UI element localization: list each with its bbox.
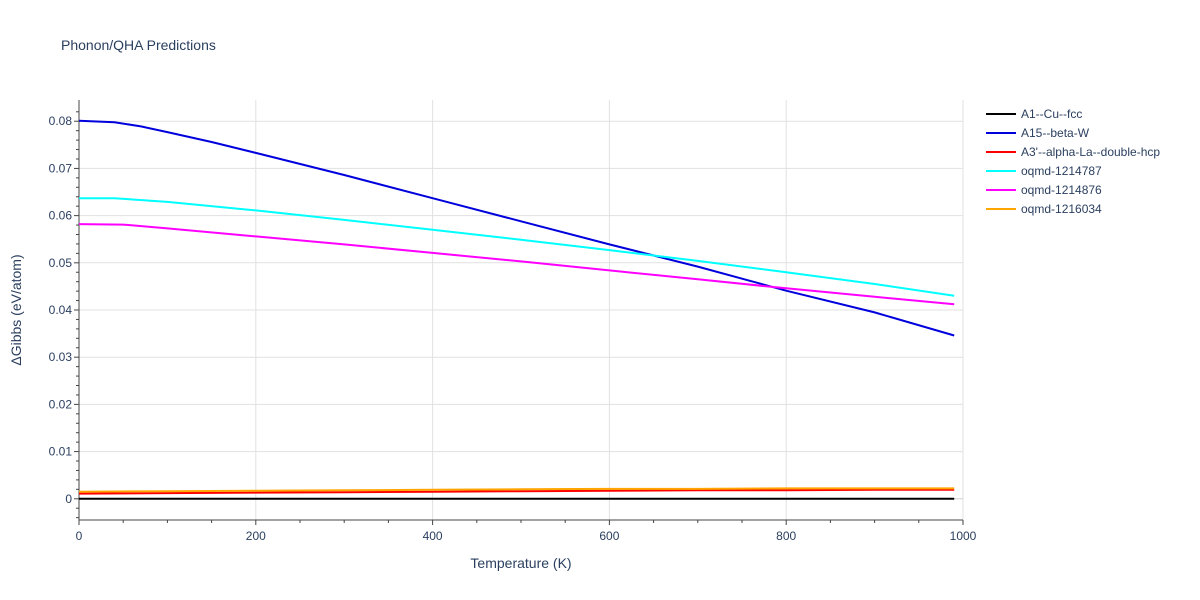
y-tick-label: 0.01 xyxy=(49,445,73,459)
series-lines xyxy=(78,119,955,500)
legend-label: oqmd-1214876 xyxy=(1021,183,1102,197)
series-line xyxy=(78,488,955,495)
y-tick-label: 0.02 xyxy=(49,397,73,411)
legend: A1--Cu--fcc A15--beta-W A3'--alpha-La--dou… xyxy=(986,107,1160,216)
y-tick-label: 0.05 xyxy=(49,256,73,270)
series-line xyxy=(78,487,955,493)
y-axis-title: ΔGibbs (eV/atom) xyxy=(8,254,24,365)
legend-label: oqmd-1214787 xyxy=(1021,164,1102,178)
y-tick-label: 0.06 xyxy=(49,209,73,223)
x-axis-title: Temperature (K) xyxy=(470,555,571,571)
legend-label: A15--beta-W xyxy=(1021,126,1090,140)
x-tick-label: 800 xyxy=(776,529,796,543)
y-tick-label: 0.07 xyxy=(49,161,73,175)
axes: 0 200 400 600 800 1000 0 0.01 0.02 0.03 0.04 0.05 0.… xyxy=(49,100,977,543)
y-tick-label: 0.03 xyxy=(49,350,73,364)
legend-label: A1--Cu--fcc xyxy=(1021,107,1082,121)
x-tick-label: 600 xyxy=(599,529,619,543)
y-tick-label: 0.04 xyxy=(49,303,73,317)
series-line xyxy=(78,119,955,337)
x-tick-label: 200 xyxy=(246,529,266,543)
grid xyxy=(79,100,964,520)
legend-label: A3'--alpha-La--double-hcp xyxy=(1021,145,1160,159)
chart-title: Phonon/QHA Predictions xyxy=(61,37,216,53)
legend-label: oqmd-1216034 xyxy=(1021,202,1102,216)
x-tick-label: 1000 xyxy=(950,529,977,543)
x-tick-label: 400 xyxy=(423,529,443,543)
series-line xyxy=(79,197,955,297)
x-tick-label: 0 xyxy=(76,529,83,543)
y-tick-label: 0 xyxy=(65,492,72,506)
series-line xyxy=(78,223,955,306)
y-tick-label: 0.08 xyxy=(49,114,73,128)
